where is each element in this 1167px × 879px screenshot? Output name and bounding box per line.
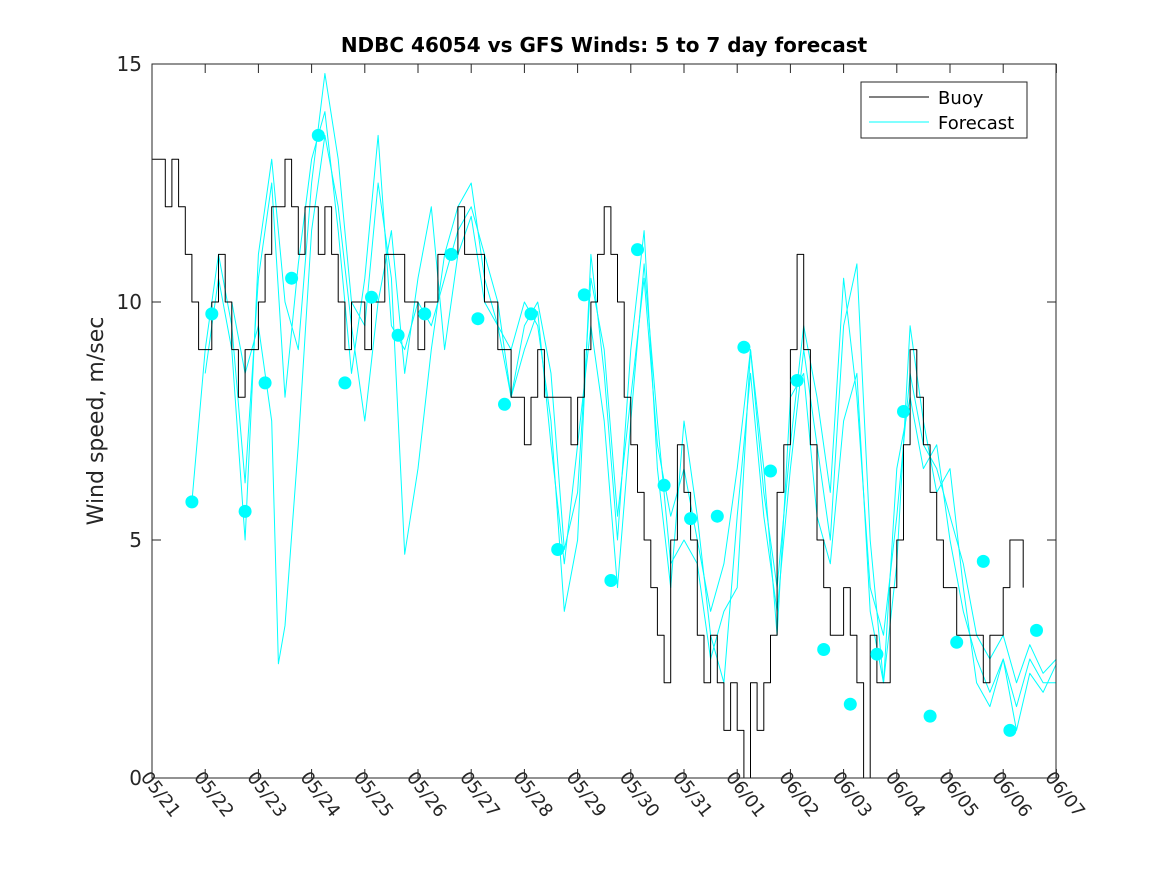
legend-label-buoy: Buoy [938,88,984,109]
legend: Buoy Forecast [860,81,1028,139]
forecast-series-line [204,73,1057,708]
forecast-marker [817,643,831,656]
forecast-series-line [191,111,1057,684]
axes-layer [151,63,1057,779]
forecast-marker [238,504,252,518]
forecast-marker [391,328,405,342]
y-axis-label: Wind speed, m/sec [84,317,109,526]
forecast-marker [311,128,325,142]
forecast-marker [1030,623,1043,637]
y-tick-label: 5 [129,528,142,552]
forecast-marker [657,478,671,492]
forecast-marker [764,464,777,478]
forecast-marker [471,312,485,326]
forecast-marker [897,405,910,418]
forecast-marker [524,307,538,321]
forecast-marker [790,374,804,387]
y-tick-label: 10 [117,290,142,314]
legend-label-forecast: Forecast [938,113,1014,134]
forecast-marker [365,290,378,304]
forecast-marker [258,376,272,390]
forecast-marker [684,512,698,526]
y-tick-label: 15 [117,52,142,76]
forecast-marker [444,247,458,261]
forecast-marker [498,397,511,411]
forecast-marker [577,288,591,302]
forecast-marker [843,697,857,711]
forecast-marker [338,376,352,390]
chart-title: NDBC 46054 vs GFS Winds: 5 to 7 day fore… [341,33,868,57]
forecast-marker [737,340,751,354]
buoy-series-line [152,158,1024,779]
forecast-marker [923,709,937,723]
forecast-marker [418,307,432,321]
forecast-marker [950,635,964,649]
forecast-marker [551,543,565,556]
y-tick-label: 0 [129,766,142,790]
forecast-marker [631,243,644,257]
series-layer [152,73,1057,779]
forecast-marker [604,574,618,587]
forecast-series-line [231,134,1057,731]
forecast-marker [285,271,299,285]
forecast-marker [870,647,884,661]
forecast-marker [710,509,724,523]
forecast-marker [976,554,990,568]
axes-frame [151,63,1057,779]
forecast-marker [185,495,199,509]
y-ticks: 0 5 10 15 [117,52,1056,790]
forecast-marker [205,307,219,321]
legend-box [860,81,1028,139]
forecast-marker [1003,723,1017,737]
